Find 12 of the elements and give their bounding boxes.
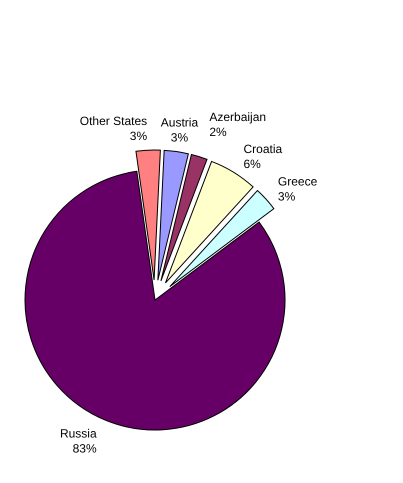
slice-label: Other States xyxy=(80,114,148,128)
data-label: 3% xyxy=(170,130,188,145)
slice-label: Azerbaijan xyxy=(209,110,266,124)
data-label: 3% xyxy=(278,189,296,204)
slice-label: Croatia xyxy=(244,142,283,156)
slice-label: Greece xyxy=(278,174,318,188)
slice-label: Austria xyxy=(160,116,198,130)
data-label: 6% xyxy=(244,157,262,172)
slice-label: Russia xyxy=(60,426,97,440)
data-label: 3% xyxy=(130,129,148,144)
data-label: 83% xyxy=(72,441,97,456)
data-label: 2% xyxy=(209,125,228,140)
